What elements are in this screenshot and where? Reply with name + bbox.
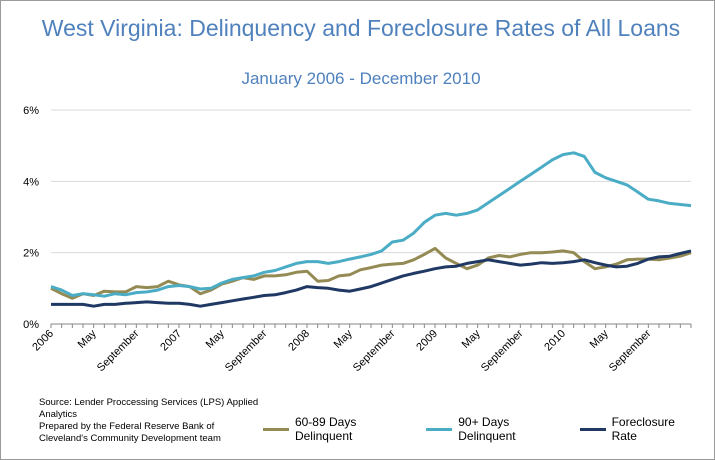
series-line <box>50 151 692 298</box>
series-line <box>50 246 692 300</box>
y-tick-labels: 0% 2% 4% 6% <box>23 105 39 331</box>
legend: 60-89 Days Delinquent 90+ Days Delinquent… <box>263 415 714 443</box>
x-tick-label: September <box>351 327 398 374</box>
source-note: Source: Lender Proccessing Services (LPS… <box>39 397 259 444</box>
x-tick-label: May <box>332 327 356 351</box>
legend-swatch <box>263 427 289 431</box>
legend-label: Foreclosure Rate <box>611 415 675 443</box>
gridlines <box>51 109 691 254</box>
x-tick-label: 2008 <box>286 328 312 354</box>
x-tick-label: 2009 <box>414 328 440 354</box>
x-tick-label: May <box>76 327 100 351</box>
x-tick-label: 2010 <box>542 328 568 354</box>
chart-title: West Virginia: Delinquency and Foreclosu… <box>41 15 681 41</box>
axes <box>50 323 692 328</box>
legend-swatch <box>579 427 606 431</box>
x-tick-label: May <box>204 327 228 351</box>
legend-label: 90+ Days Delinquent <box>458 415 516 443</box>
y-tick-label: 2% <box>23 248 39 260</box>
x-tick-label: 2006 <box>30 328 56 354</box>
x-tick-label: September <box>223 327 270 374</box>
y-tick-label: 6% <box>23 105 39 117</box>
y-tick-label: 0% <box>23 319 39 331</box>
legend-label: 60-89 Days Delinquent <box>294 415 357 443</box>
x-tick-label: 2007 <box>158 328 184 354</box>
x-tick-label: September <box>479 327 526 374</box>
legend-item: Foreclosure Rate <box>579 415 700 443</box>
legend-item: 90+ Days Delinquent <box>426 415 565 443</box>
series-line <box>51 249 692 308</box>
legend-item: 60-89 Days Delinquent <box>263 415 412 443</box>
y-tick-label: 4% <box>23 176 39 188</box>
chart-subtitle: January 2006 - December 2010 <box>241 69 481 88</box>
legend-swatch <box>426 427 453 431</box>
x-tick-label: September <box>607 327 654 374</box>
x-tick-label: May <box>460 327 484 351</box>
series-lines <box>50 151 692 308</box>
x-tick-label: September <box>95 327 142 374</box>
x-tick-label: May <box>588 327 612 351</box>
